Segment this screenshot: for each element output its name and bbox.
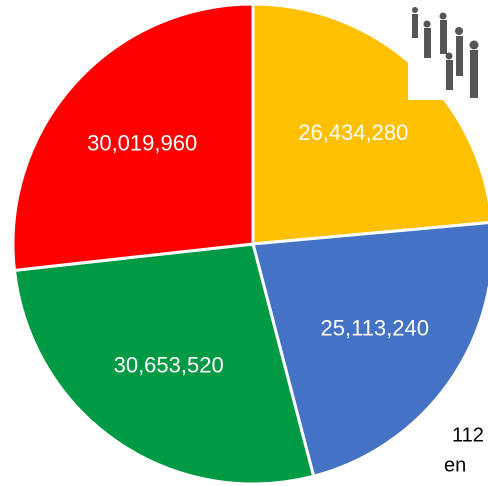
data-label: 26,434,280	[298, 120, 408, 145]
data-label: 30,019,960	[87, 131, 197, 156]
annotation: 112	[452, 424, 484, 446]
annotation: en	[444, 454, 466, 476]
pie-slice	[12, 242, 316, 486]
people-image	[408, 0, 488, 100]
pie-slice	[251, 221, 488, 479]
pie-slice	[11, 2, 255, 273]
data-label: 30,653,520	[114, 352, 224, 377]
pie: 26,434,280 25,113,240 30,653,520 30,019,960	[11, 2, 488, 486]
data-label: 25,113,240	[321, 315, 429, 340]
